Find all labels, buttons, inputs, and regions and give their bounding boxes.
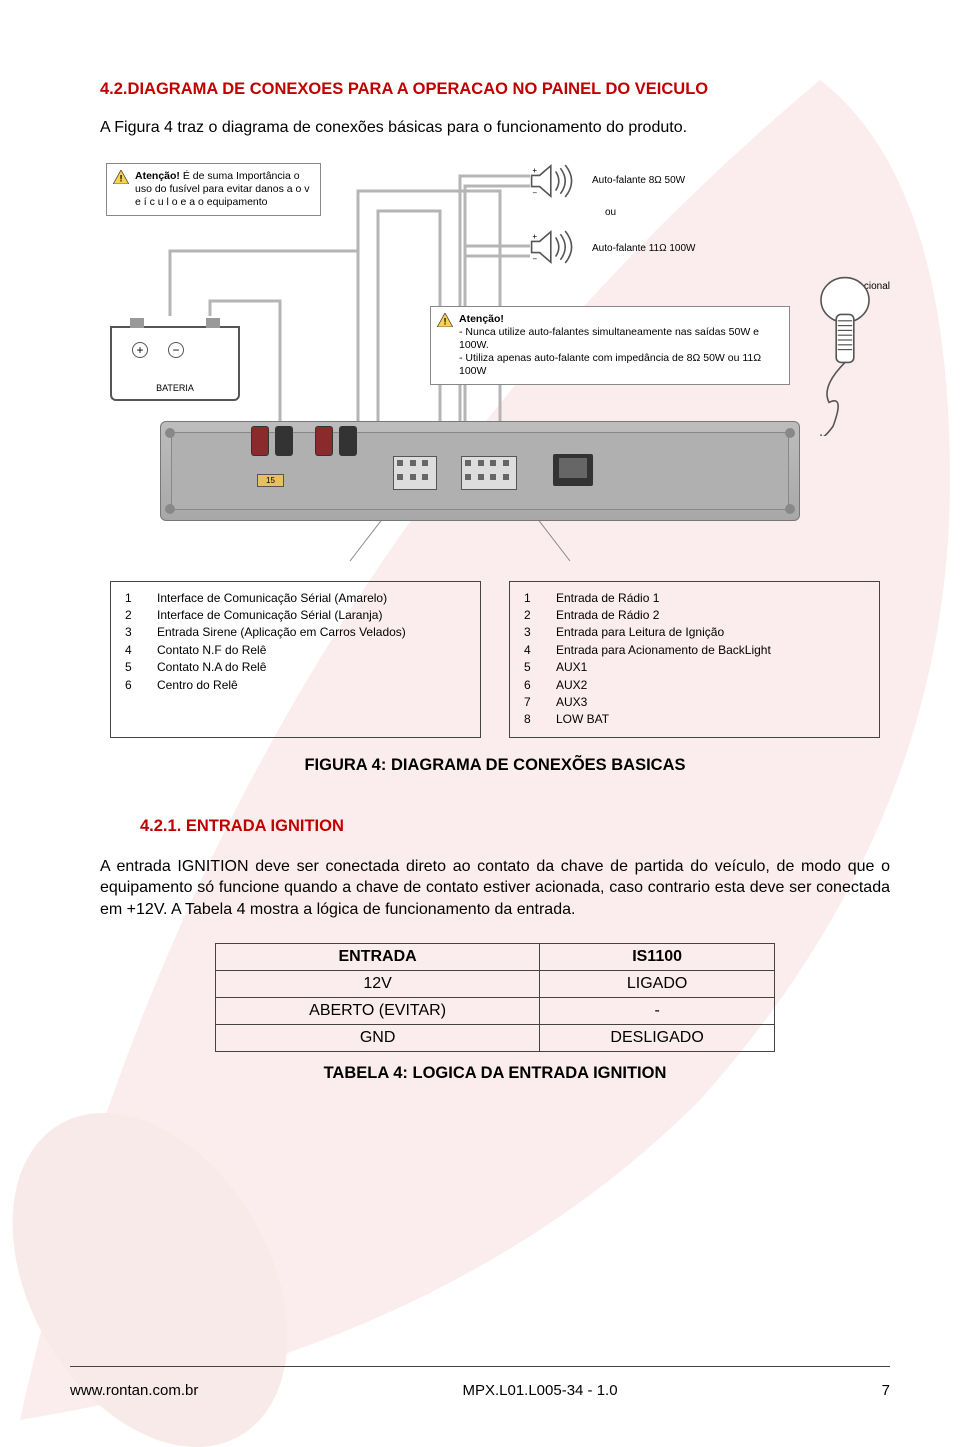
- legend-row: 8 LOW BAT: [524, 711, 865, 728]
- legend-text: Interface de Comunicação Sérial (Laranja…: [157, 607, 382, 624]
- legend-num: 1: [125, 590, 139, 607]
- legend-row: 5 AUX1: [524, 659, 865, 676]
- warn2-line1: - Nunca utilize auto-falantes simultanea…: [459, 326, 759, 351]
- battery-plus-icon: +: [132, 342, 148, 358]
- footer-url: www.rontan.com.br: [70, 1382, 198, 1399]
- section-heading: DIAGRAMA DE CONEXOES PARA A OPERACAO NO …: [128, 80, 709, 98]
- legend-num: 6: [524, 677, 538, 694]
- legend-num: 5: [125, 659, 139, 676]
- legend-text: Contato N.F do Relê: [157, 642, 266, 659]
- legend-row: 3 Entrada Sirene (Aplicação em Carros Vel…: [125, 624, 466, 641]
- legend-text: AUX3: [556, 694, 587, 711]
- connector-8pin: [461, 456, 517, 490]
- legend-row: 1 Entrada de Rádio 1: [524, 590, 865, 607]
- legend-num: 3: [524, 624, 538, 641]
- svg-text:−: −: [532, 254, 537, 263]
- warning-box-speaker: ! Atenção! - Nunca utilize auto-falantes…: [430, 306, 790, 386]
- svg-text:+: +: [532, 166, 537, 175]
- footer-doc: MPX.L01.L005-34 - 1.0: [462, 1382, 617, 1399]
- subsection-number: 4.2.1.: [140, 817, 181, 835]
- legend-num: 4: [125, 642, 139, 659]
- figure-caption: FIGURA 4: DIAGRAMA DE CONEXÕES BASICAS: [100, 756, 890, 775]
- legend-row: 1 Interface de Comunicação Sérial (Amarel…: [125, 590, 466, 607]
- legend-text: Entrada de Rádio 2: [556, 607, 659, 624]
- legend-num: 4: [524, 642, 538, 659]
- legend-text: AUX2: [556, 677, 587, 694]
- th-entrada: ENTRADA: [216, 943, 540, 970]
- table-caption: TABELA 4: LOGICA DA ENTRADA IGNITION: [100, 1064, 890, 1083]
- legend-right: 1 Entrada de Rádio 1 2 Entrada de Rádio 2 3 E…: [509, 581, 880, 738]
- legend-num: 7: [524, 694, 538, 711]
- th-is1100: IS1100: [540, 943, 775, 970]
- subsection-body: A entrada IGNITION deve ser conectada di…: [100, 856, 890, 921]
- page-footer: www.rontan.com.br MPX.L01.L005-34 - 1.0 …: [70, 1382, 890, 1399]
- legend-text: LOW BAT: [556, 711, 609, 728]
- legend-row: 2 Entrada de Rádio 2: [524, 607, 865, 624]
- legend-num: 1: [524, 590, 538, 607]
- legend-row: 4 Contato N.F do Relê: [125, 642, 466, 659]
- section-title: 4.2.DIAGRAMA DE CONEXOES PARA A OPERACAO…: [100, 80, 890, 99]
- legend-row: 6 AUX2: [524, 677, 865, 694]
- speaker2-label: Auto-falante 11Ω 100W: [592, 243, 695, 254]
- fuse-label: 15: [257, 474, 284, 487]
- svg-text:−: −: [532, 188, 537, 197]
- section-intro: A Figura 4 traz o diagrama de conexões b…: [100, 117, 890, 139]
- speaker-icon: +−: [530, 229, 578, 265]
- legend-num: 3: [125, 624, 139, 641]
- warning-icon: !: [113, 170, 129, 184]
- section-number: 4.2.: [100, 80, 128, 98]
- legend-num: 8: [524, 711, 538, 728]
- legend-num: 2: [125, 607, 139, 624]
- legend-text: Entrada Sirene (Aplicação em Carros Vela…: [157, 624, 406, 641]
- svg-text:!: !: [119, 173, 122, 183]
- table-row: GNDDESLIGADO: [216, 1024, 775, 1051]
- battery-minus-icon: −: [168, 342, 184, 358]
- legend-left: 1 Interface de Comunicação Sérial (Amarel…: [110, 581, 481, 738]
- speaker-icon: +−: [530, 163, 578, 199]
- warn1-head: Atenção!: [135, 170, 180, 182]
- warning-box-fuse: ! Atenção! É de suma Importância o uso d…: [106, 163, 321, 216]
- legend-text: Contato N.A do Relê: [157, 659, 266, 676]
- battery: + − BATERIA: [110, 326, 240, 401]
- legend-row: 1 Interface de Comunicação Sérial (Amarel…: [110, 581, 880, 738]
- legend-text: Interface de Comunicação Sérial (Amarelo…: [157, 590, 387, 607]
- subsection-heading: ENTRADA IGNITION: [186, 817, 344, 835]
- legend-row: 5 Contato N.A do Relê: [125, 659, 466, 676]
- legend-row: 7 AUX3: [524, 694, 865, 711]
- table-row: ABERTO (EVITAR)-: [216, 997, 775, 1024]
- legend-num: 5: [524, 659, 538, 676]
- legend-num: 2: [524, 607, 538, 624]
- speaker1-label: Auto-falante 8Ω 50W: [592, 175, 685, 186]
- battery-label: BATERIA: [112, 383, 238, 393]
- legend-text: Centro do Relê: [157, 677, 238, 694]
- legend-row: 6 Centro do Relê: [125, 677, 466, 694]
- table-row: 12VLIGADO: [216, 970, 775, 997]
- legend-text: Entrada para Leitura de Ignição: [556, 624, 724, 641]
- microphone-icon: [810, 276, 880, 436]
- legend-text: AUX1: [556, 659, 587, 676]
- legend-text: Entrada para Acionamento de BackLight: [556, 642, 771, 659]
- footer-page: 7: [882, 1382, 890, 1399]
- footer-divider: [70, 1366, 890, 1367]
- speaker-100w: +−: [530, 229, 578, 270]
- svg-text:!: !: [443, 316, 446, 326]
- warning-icon: !: [437, 313, 453, 327]
- warn2-head: Atenção!: [459, 313, 504, 325]
- ou-label: ou: [605, 207, 616, 218]
- connector-6pin: [393, 456, 437, 490]
- legend-row: 4 Entrada para Acionamento de BackLight: [524, 642, 865, 659]
- legend-row: 2 Interface de Comunicação Sérial (Laranj…: [125, 607, 466, 624]
- legend-num: 6: [125, 677, 139, 694]
- warn2-line2: - Utiliza apenas auto-falante com impedâ…: [459, 352, 761, 377]
- legend-row: 3 Entrada para Leitura de Ignição: [524, 624, 865, 641]
- subsection-title: 4.2.1. ENTRADA IGNITION: [140, 817, 890, 836]
- svg-text:+: +: [532, 232, 537, 241]
- device-rear-panel: 15: [160, 421, 800, 521]
- table-ignition-logic: ENTRADA IS1100 12VLIGADO ABERTO (EVITAR)…: [215, 943, 775, 1052]
- speaker-50w: +−: [530, 163, 578, 204]
- connection-diagram: ! Atenção! É de suma Importância o uso d…: [100, 161, 890, 571]
- connector-rj: [553, 454, 593, 486]
- legend-text: Entrada de Rádio 1: [556, 590, 659, 607]
